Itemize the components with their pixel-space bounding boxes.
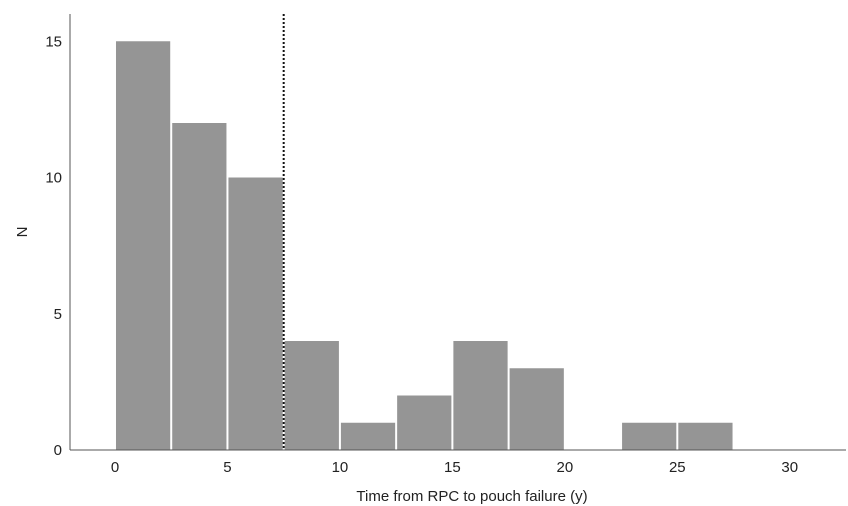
y-tick-label: 10	[45, 170, 62, 187]
x-tick-label: 5	[223, 459, 231, 476]
x-tick-labels: 0 5 10 15 20 25 30	[111, 459, 798, 476]
y-tick-label: 5	[54, 306, 62, 323]
x-tick-label: 30	[781, 459, 798, 476]
histogram-bar	[678, 422, 733, 450]
x-tick-label: 20	[556, 459, 573, 476]
histogram-bar	[284, 341, 339, 450]
histogram-bar	[509, 368, 564, 450]
y-axis-label: N	[14, 227, 31, 238]
y-tick-label: 0	[54, 442, 62, 459]
x-tick-label: 0	[111, 459, 119, 476]
x-axis-label: Time from RPC to pouch failure (y)	[356, 488, 587, 505]
histogram-bar	[228, 177, 283, 450]
y-tick-label: 15	[45, 33, 62, 50]
bars-group	[115, 41, 733, 450]
x-tick-label: 15	[444, 459, 461, 476]
histogram-bar	[115, 41, 171, 450]
histogram-bar	[172, 123, 227, 450]
y-tick-labels: 0 5 10 15	[45, 33, 62, 459]
x-tick-label: 10	[332, 459, 349, 476]
axes-group	[69, 14, 846, 451]
histogram-bar	[622, 422, 677, 450]
x-tick-label: 25	[669, 459, 686, 476]
histogram-bar	[397, 395, 452, 450]
histogram-bar	[453, 341, 508, 450]
histogram-bar	[340, 422, 396, 450]
